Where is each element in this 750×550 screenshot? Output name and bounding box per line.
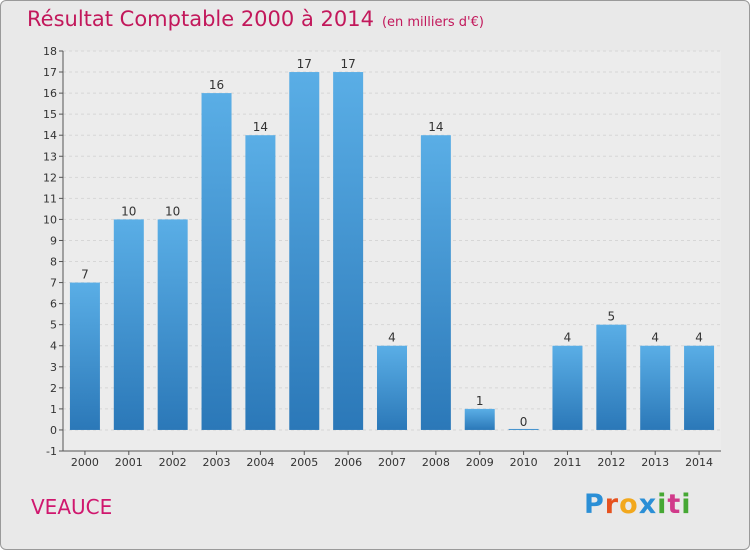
bar — [508, 428, 539, 430]
x-tick-label: 2001 — [115, 456, 143, 469]
chart-title: Résultat Comptable 2000 à 2014 (en millie… — [27, 7, 484, 31]
data-label: 1 — [476, 394, 484, 408]
bar — [596, 324, 627, 430]
logo-letter: o — [619, 489, 639, 520]
data-label: 4 — [651, 331, 659, 345]
data-label: 7 — [81, 268, 89, 282]
y-tick-label: 13 — [43, 150, 57, 163]
data-label: 10 — [121, 204, 136, 218]
data-label: 16 — [209, 78, 224, 92]
bar — [113, 219, 144, 430]
chart-subtitle: (en milliers d'€) — [381, 15, 484, 30]
x-tick-label: 2002 — [159, 456, 187, 469]
logo-letter: i — [681, 489, 692, 520]
data-label: 14 — [428, 120, 443, 134]
x-tick-label: 2014 — [685, 456, 713, 469]
y-tick-label: 17 — [43, 66, 57, 79]
title-text: Résultat Comptable 2000 à 2014 — [27, 7, 374, 31]
bar — [552, 345, 583, 430]
town-name: VEAUCE — [31, 495, 113, 519]
y-tick-label: 14 — [43, 129, 57, 142]
x-tick-label: 2000 — [71, 456, 99, 469]
data-label: 4 — [388, 331, 396, 345]
x-tick-label: 2004 — [246, 456, 274, 469]
y-tick-label: 16 — [43, 87, 57, 100]
bar — [201, 93, 232, 430]
bar — [684, 345, 715, 430]
x-tick-label: 2013 — [641, 456, 669, 469]
y-tick-label: 2 — [50, 382, 57, 395]
x-tick-label: 2011 — [553, 456, 581, 469]
y-tick-label: 10 — [43, 213, 57, 226]
bar — [333, 72, 364, 430]
bar — [157, 219, 188, 430]
logo-letter: P — [584, 489, 605, 520]
bar — [289, 72, 320, 430]
bar — [464, 408, 495, 430]
y-tick-label: 7 — [50, 277, 57, 290]
logo-letter: i — [657, 489, 668, 520]
y-tick-label: 1 — [50, 403, 57, 416]
bar — [640, 345, 671, 430]
data-label: 5 — [608, 310, 616, 324]
y-tick-label: -1 — [46, 445, 57, 458]
bar — [245, 135, 276, 430]
bar — [69, 282, 100, 430]
data-label: 0 — [520, 415, 528, 429]
proxiti-logo: Proxiti — [584, 489, 692, 520]
x-tick-label: 2006 — [334, 456, 362, 469]
y-tick-label: 8 — [50, 256, 57, 269]
y-tick-label: 6 — [50, 298, 57, 311]
y-tick-label: 9 — [50, 234, 57, 247]
y-tick-label: 18 — [43, 45, 57, 58]
y-tick-label: 12 — [43, 171, 57, 184]
bar — [420, 135, 451, 430]
y-tick-label: 15 — [43, 108, 57, 121]
bar — [377, 345, 407, 430]
x-tick-label: 2007 — [378, 456, 406, 469]
logo-letter: x — [638, 489, 658, 520]
data-label: 4 — [695, 331, 703, 345]
x-tick-label: 2003 — [203, 456, 231, 469]
x-tick-label: 2010 — [510, 456, 538, 469]
x-tick-label: 2009 — [466, 456, 494, 469]
x-tick-label: 2005 — [290, 456, 318, 469]
y-tick-label: 0 — [50, 424, 57, 437]
y-tick-label: 4 — [50, 340, 57, 353]
data-label: 10 — [165, 204, 180, 218]
y-tick-label: 11 — [43, 192, 57, 205]
data-label: 4 — [564, 331, 572, 345]
logo-letter: r — [604, 489, 620, 520]
y-tick-label: 3 — [50, 361, 57, 374]
data-label: 14 — [253, 120, 268, 134]
x-tick-label: 2008 — [422, 456, 450, 469]
x-tick-label: 2012 — [597, 456, 625, 469]
y-tick-label: 5 — [50, 319, 57, 332]
logo-letter: t — [667, 489, 682, 520]
data-label: 17 — [297, 57, 312, 71]
data-label: 17 — [340, 57, 355, 71]
